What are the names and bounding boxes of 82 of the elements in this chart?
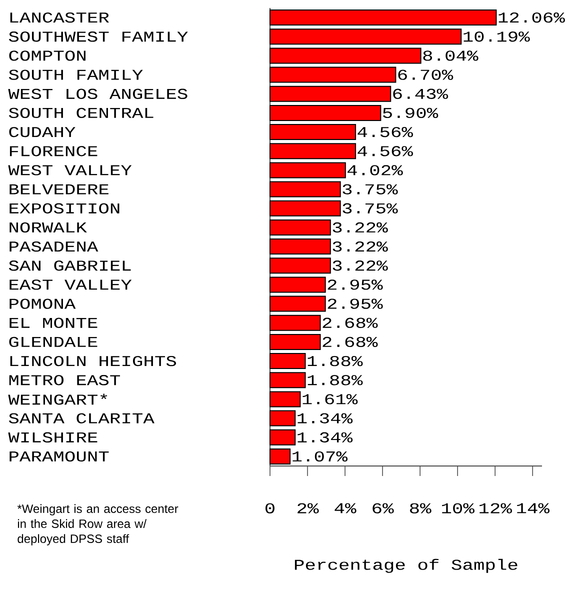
x-axis-title: Percentage of Sample [294, 558, 518, 573]
data-label: 3.22% [332, 260, 388, 271]
data-label: 8.04% [423, 50, 478, 61]
y-tick-label: SOUTH CENTRAL [8, 108, 154, 118]
data-label: 2.68% [322, 336, 378, 348]
x-tick-label: 6% [372, 503, 394, 514]
bar [269, 334, 321, 350]
data-label: 4.02% [348, 165, 403, 176]
data-label: 3.75% [342, 203, 398, 214]
y-tick-label: LINCOLN HEIGHTS [10, 356, 176, 366]
y-tick-label: EAST VALLEY [10, 280, 132, 290]
data-label: 12.06% [498, 12, 565, 23]
bar [269, 410, 296, 426]
bar [269, 314, 321, 331]
y-tick-label: CUDAHY [9, 126, 76, 138]
data-label: 3.22% [332, 222, 388, 233]
bar [269, 258, 331, 274]
y-tick-label: WEINGART* [8, 394, 108, 405]
bar [269, 104, 382, 121]
data-label: 1.34% [298, 432, 353, 442]
bar [269, 353, 306, 370]
bar [269, 143, 356, 160]
y-tick-label: POMONA [10, 298, 76, 309]
y-tick-label: FLORENCE [10, 146, 98, 156]
y-tick-label: EXPOSITION [10, 203, 120, 214]
y-tick-label: LANCASTER [10, 12, 109, 23]
y-tick-label: METRO EAST [9, 375, 120, 386]
data-label: 3.75% [342, 184, 398, 194]
x-tick-label: 2% [298, 503, 319, 514]
data-label: 1.88% [308, 375, 363, 386]
y-tick-label: WEST VALLEY [8, 165, 132, 176]
data-label: 2.95% [328, 298, 383, 309]
y-tick-label: SANTA CLARITA [8, 413, 154, 424]
y-tick-label: GLENDALE [9, 336, 98, 348]
data-label: 6.43% [393, 88, 448, 99]
y-tick-label: BELVEDERE [10, 184, 108, 194]
bar [269, 219, 331, 236]
y-tick-label: EL MONTE [10, 318, 98, 328]
bar [269, 200, 341, 216]
bar [269, 296, 326, 312]
y-tick-label: WILSHIRE [8, 432, 98, 442]
y-tick-label: PASADENA [10, 241, 98, 252]
y-tick-label: COMPTON [9, 50, 86, 61]
bar [269, 162, 346, 178]
data-label: 3.22% [332, 241, 388, 252]
y-tick-label: WEST LOS ANGELES [8, 88, 188, 99]
bar [269, 238, 331, 255]
x-tick-label: 14% [517, 503, 550, 514]
data-label: 2.68% [322, 318, 378, 328]
data-label: 2.95% [328, 280, 383, 290]
bar [269, 10, 497, 26]
data-label: 1.88% [308, 356, 363, 366]
bar [269, 86, 392, 102]
bar [269, 429, 296, 446]
data-label: 1.34% [298, 413, 353, 424]
data-label: 6.70% [398, 70, 454, 80]
bar [269, 124, 356, 140]
y-tick-label: SOUTH FAMILY [8, 70, 143, 80]
x-tick-label: 4% [334, 503, 356, 514]
data-label: 4.56% [358, 146, 413, 156]
bar [269, 372, 306, 388]
x-tick-label: 8% [410, 503, 432, 514]
data-label: 5.90% [383, 108, 438, 118]
data-label: 10.19% [464, 32, 530, 42]
bar [269, 48, 422, 64]
bar [269, 276, 326, 293]
y-tick-label: PARAMOUNT [10, 451, 109, 462]
data-label: 1.07% [292, 451, 348, 462]
bar [269, 28, 462, 45]
data-label: 4.56% [358, 126, 413, 138]
x-tick-label: 12% [480, 503, 512, 514]
bar [269, 181, 341, 198]
y-tick-label: SAN GABRIEL [8, 260, 131, 271]
bar [269, 66, 396, 83]
y-tick-label: NORWALK [10, 222, 87, 233]
x-tick-label: 0 [266, 503, 274, 514]
bar [269, 391, 301, 408]
text: *Weingart is an access center in the Skid Row area w/ deployed DPSS staff [17, 504, 178, 546]
bar [269, 448, 291, 464]
x-tick-label: 10% [442, 503, 474, 514]
y-tick-label: SOUTHWEST FAMILY [8, 32, 188, 42]
data-label: 1.61% [302, 394, 358, 404]
